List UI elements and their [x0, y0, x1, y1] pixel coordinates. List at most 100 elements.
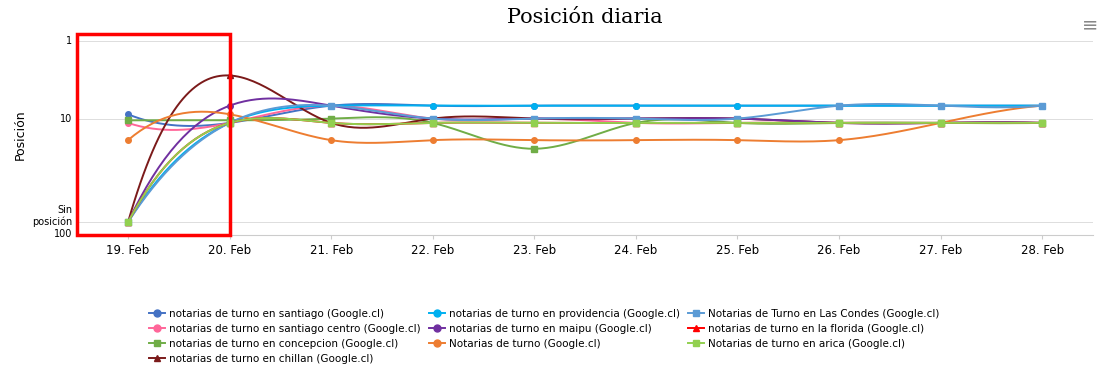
notarias de turno en concepcion (Google.cl) [731, 121, 744, 125]
notarias de turno en concepcion (Google.cl) [832, 121, 846, 125]
Line: notarias de turno en chillan (Google.cl): notarias de turno en chillan (Google.cl) [125, 73, 1045, 225]
Line: notarias de turno en concepcion (Google.cl): notarias de turno en concepcion (Google.… [125, 116, 1045, 152]
notarias de turno en santiago centro (Google.cl) [832, 121, 846, 125]
notarias de turno en concepcion (Google.cl) [121, 118, 135, 122]
Title: Posición diaria: Posición diaria [508, 8, 662, 27]
notarias de turno en chillan (Google.cl) [528, 116, 541, 121]
Line: Notarias de turno en arica (Google.cl): Notarias de turno en arica (Google.cl) [125, 120, 1045, 225]
notarias de turno en maipu (Google.cl) [832, 121, 846, 125]
Line: Notarias de Turno en Las Condes (Google.cl): Notarias de Turno en Las Condes (Google.… [125, 103, 1045, 225]
Notarias de turno en arica (Google.cl) [121, 220, 135, 224]
notarias de turno en maipu (Google.cl) [121, 220, 135, 224]
Notarias de turno (Google.cl) [223, 112, 236, 117]
Notarias de Turno en Las Condes (Google.cl) [121, 220, 135, 224]
Notarias de turno (Google.cl) [528, 138, 541, 143]
Notarias de Turno en Las Condes (Google.cl) [629, 116, 643, 121]
notarias de turno en la florida (Google.cl) [629, 121, 643, 125]
notarias de turno en la florida (Google.cl) [528, 121, 541, 125]
notarias de turno en chillan (Google.cl) [121, 220, 135, 224]
notarias de turno en santiago (Google.cl) [1036, 103, 1049, 108]
notarias de turno en santiago (Google.cl) [629, 103, 643, 108]
Notarias de turno en arica (Google.cl) [1036, 121, 1049, 125]
Notarias de turno (Google.cl) [832, 138, 846, 143]
notarias de turno en providencia (Google.cl) [223, 121, 236, 125]
notarias de turno en maipu (Google.cl) [426, 116, 439, 121]
notarias de turno en chillan (Google.cl) [223, 73, 236, 78]
Line: notarias de turno en santiago centro (Google.cl): notarias de turno en santiago centro (Go… [125, 103, 1045, 126]
notarias de turno en providencia (Google.cl) [832, 103, 846, 108]
notarias de turno en concepcion (Google.cl) [1036, 121, 1049, 125]
notarias de turno en santiago centro (Google.cl) [121, 121, 135, 125]
notarias de turno en santiago centro (Google.cl) [325, 103, 338, 108]
notarias de turno en santiago centro (Google.cl) [629, 121, 643, 125]
Line: notarias de turno en providencia (Google.cl): notarias de turno en providencia (Google… [125, 103, 1045, 225]
Notarias de turno en arica (Google.cl) [426, 121, 439, 125]
notarias de turno en providencia (Google.cl) [731, 103, 744, 108]
notarias de turno en providencia (Google.cl) [121, 220, 135, 224]
Notarias de turno (Google.cl) [121, 138, 135, 143]
Notarias de Turno en Las Condes (Google.cl) [426, 116, 439, 121]
notarias de turno en la florida (Google.cl) [223, 121, 236, 125]
Line: notarias de turno en maipu (Google.cl): notarias de turno en maipu (Google.cl) [125, 103, 1045, 225]
notarias de turno en la florida (Google.cl) [426, 121, 439, 125]
notarias de turno en chillan (Google.cl) [1036, 121, 1049, 125]
notarias de turno en maipu (Google.cl) [528, 116, 541, 121]
notarias de turno en providencia (Google.cl) [426, 103, 439, 108]
Notarias de turno en arica (Google.cl) [731, 121, 744, 125]
notarias de turno en chillan (Google.cl) [934, 121, 947, 125]
Notarias de Turno en Las Condes (Google.cl) [325, 103, 338, 108]
notarias de turno en concepcion (Google.cl) [629, 121, 643, 125]
notarias de turno en maipu (Google.cl) [934, 121, 947, 125]
Notarias de Turno en Las Condes (Google.cl) [1036, 103, 1049, 108]
Notarias de turno en arica (Google.cl) [832, 121, 846, 125]
Notarias de turno en arica (Google.cl) [629, 121, 643, 125]
notarias de turno en santiago centro (Google.cl) [731, 121, 744, 125]
notarias de turno en chillan (Google.cl) [426, 116, 439, 121]
notarias de turno en maipu (Google.cl) [629, 116, 643, 121]
notarias de turno en la florida (Google.cl) [832, 121, 846, 125]
notarias de turno en concepcion (Google.cl) [934, 121, 947, 125]
notarias de turno en chillan (Google.cl) [731, 116, 744, 121]
notarias de turno en santiago (Google.cl) [934, 103, 947, 108]
notarias de turno en maipu (Google.cl) [325, 103, 338, 108]
notarias de turno en santiago centro (Google.cl) [934, 121, 947, 125]
notarias de turno en providencia (Google.cl) [1036, 103, 1049, 108]
Line: notarias de turno en santiago (Google.cl): notarias de turno en santiago (Google.cl… [125, 103, 1045, 126]
notarias de turno en santiago centro (Google.cl) [528, 116, 541, 121]
Notarias de Turno en Las Condes (Google.cl) [223, 121, 236, 125]
notarias de turno en chillan (Google.cl) [629, 116, 643, 121]
notarias de turno en santiago (Google.cl) [832, 103, 846, 108]
Bar [77, 34, 230, 235]
Legend: notarias de turno en santiago (Google.cl), notarias de turno en santiago centro : notarias de turno en santiago (Google.cl… [146, 304, 944, 368]
Notarias de turno en arica (Google.cl) [223, 121, 236, 125]
Notarias de turno (Google.cl) [1036, 103, 1049, 108]
Notarias de turno en arica (Google.cl) [325, 121, 338, 125]
Y-axis label: Posición: Posición [13, 109, 26, 160]
notarias de turno en santiago (Google.cl) [325, 103, 338, 108]
notarias de turno en concepcion (Google.cl) [223, 118, 236, 122]
notarias de turno en santiago centro (Google.cl) [1036, 121, 1049, 125]
notarias de turno en concepcion (Google.cl) [528, 147, 541, 151]
Notarias de turno (Google.cl) [731, 138, 744, 143]
notarias de turno en santiago (Google.cl) [223, 121, 236, 125]
notarias de turno en santiago centro (Google.cl) [223, 121, 236, 125]
notarias de turno en la florida (Google.cl) [934, 121, 947, 125]
notarias de turno en providencia (Google.cl) [528, 103, 541, 108]
notarias de turno en providencia (Google.cl) [325, 103, 338, 108]
Notarias de turno (Google.cl) [426, 138, 439, 143]
notarias de turno en maipu (Google.cl) [223, 103, 236, 108]
Notarias de turno (Google.cl) [325, 138, 338, 143]
Line: notarias de turno en la florida (Google.cl): notarias de turno en la florida (Google.… [125, 120, 1045, 225]
notarias de turno en la florida (Google.cl) [731, 121, 744, 125]
Notarias de Turno en Las Condes (Google.cl) [934, 103, 947, 108]
Line: Notarias de turno (Google.cl): Notarias de turno (Google.cl) [125, 103, 1045, 143]
notarias de turno en providencia (Google.cl) [629, 103, 643, 108]
Notarias de Turno en Las Condes (Google.cl) [832, 103, 846, 108]
notarias de turno en santiago (Google.cl) [426, 103, 439, 108]
Notarias de turno en arica (Google.cl) [528, 121, 541, 125]
notarias de turno en santiago (Google.cl) [731, 103, 744, 108]
notarias de turno en santiago (Google.cl) [121, 112, 135, 117]
notarias de turno en concepcion (Google.cl) [426, 121, 439, 125]
Text: ≡: ≡ [1082, 15, 1098, 34]
notarias de turno en chillan (Google.cl) [325, 121, 338, 125]
